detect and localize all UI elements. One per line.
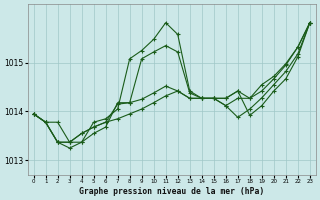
X-axis label: Graphe pression niveau de la mer (hPa): Graphe pression niveau de la mer (hPa)	[79, 187, 264, 196]
